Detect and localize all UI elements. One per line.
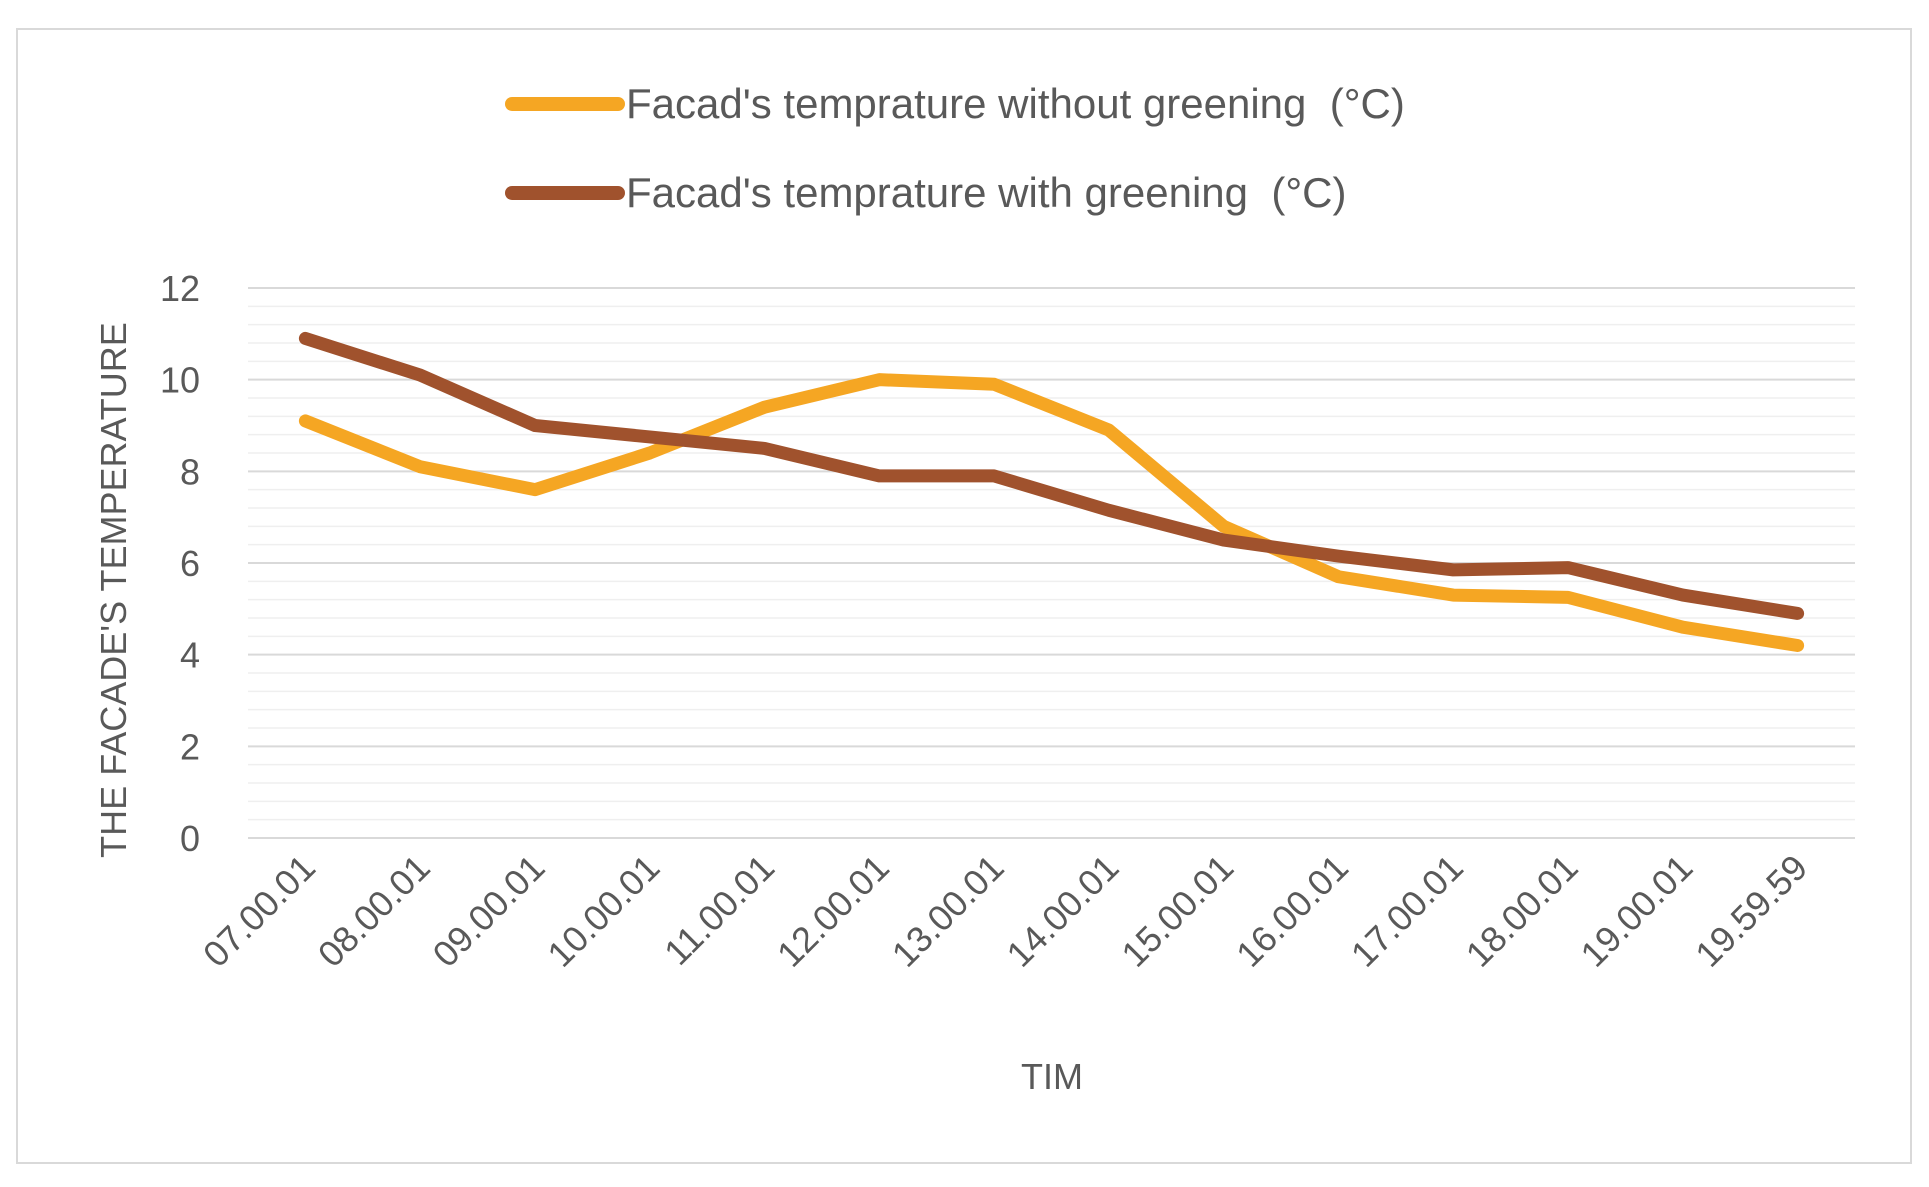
legend-label-with-greening: Facad's temprature with greening (°C) <box>626 169 1346 216</box>
series-line-without-greening <box>298 373 1805 652</box>
x-tick-label: 19.59.59 <box>1687 847 1815 975</box>
x-tick-label: 15.00.01 <box>1113 847 1241 975</box>
x-tick-label: 18.00.01 <box>1458 847 1586 975</box>
x-tick-label: 13.00.01 <box>884 847 1012 975</box>
x-tick-label: 11.00.01 <box>656 847 782 973</box>
y-tick-label: 2 <box>180 726 200 767</box>
x-tick-label: 16.00.01 <box>1228 847 1356 975</box>
x-tick-label: 08.00.01 <box>310 847 438 975</box>
y-tick-label: 10 <box>160 360 200 401</box>
series-lines <box>298 331 1805 652</box>
x-tick-label: 14.00.01 <box>998 847 1126 975</box>
x-tick-label: 17.00.01 <box>1343 847 1471 975</box>
x-tick-label: 07.00.01 <box>195 847 323 975</box>
legend: Facad's temprature without greening (°C)… <box>505 80 1405 216</box>
x-tick-label: 10.00.01 <box>539 847 667 975</box>
y-tick-label: 0 <box>180 818 200 859</box>
y-tick-label: 6 <box>180 543 200 584</box>
y-tick-label: 4 <box>180 635 200 676</box>
y-tick-label: 12 <box>160 268 200 309</box>
x-axis-ticks: 07.00.0108.00.0109.00.0110.00.0111.00.01… <box>195 847 1815 975</box>
y-axis-ticks: 0 2 4 6 8 10 12 <box>160 268 200 859</box>
chart-frame <box>16 28 1912 1164</box>
legend-label-without-greening: Facad's temprature without greening (°C) <box>626 80 1405 127</box>
x-tick-label: 09.00.01 <box>425 847 553 975</box>
y-tick-label: 8 <box>180 451 200 492</box>
grid <box>248 287 1855 839</box>
x-tick-label: 19.00.01 <box>1572 847 1700 975</box>
y-axis-title: THE FACADE'S TEMPERATURE <box>93 322 134 858</box>
x-axis-title: TIM <box>1021 1056 1083 1097</box>
series-line-with-greening <box>298 331 1805 620</box>
x-tick-label: 12.00.01 <box>769 847 897 975</box>
